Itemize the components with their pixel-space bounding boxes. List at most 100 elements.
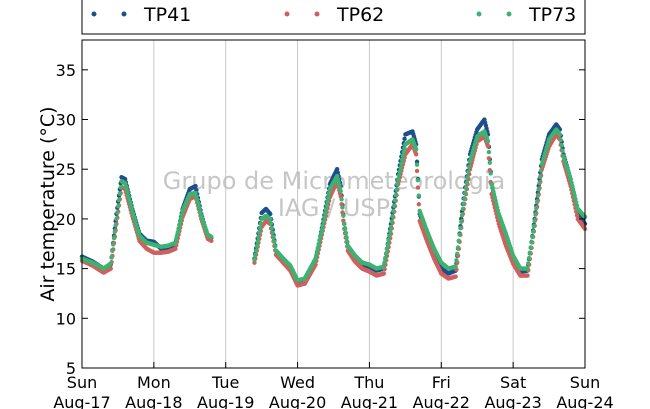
- data-point-TP73: [387, 233, 392, 238]
- data-point-TP73: [494, 205, 500, 210]
- data-point-TP73: [462, 196, 467, 201]
- data-point-TP73: [560, 148, 565, 154]
- data-point-TP73: [111, 235, 117, 241]
- data-point-TP62: [173, 246, 178, 251]
- data-point-TP62: [574, 213, 580, 218]
- x-tick-label-date: Aug-24: [556, 393, 613, 409]
- data-point-TP73: [257, 230, 262, 235]
- data-point-TP73: [458, 225, 463, 231]
- legend-label-TP62: TP62: [336, 4, 384, 26]
- data-point-TP73: [530, 229, 536, 234]
- y-tick-label: 15: [56, 260, 76, 279]
- data-point-TP73: [494, 201, 499, 207]
- data-point-TP73: [254, 243, 260, 249]
- data-point-TP73: [258, 221, 264, 226]
- data-point-TP73: [527, 250, 533, 255]
- data-point-TP73: [460, 206, 466, 212]
- data-point-TP73: [268, 216, 273, 222]
- data-point-TP73: [394, 187, 399, 192]
- data-point-TP73: [463, 190, 468, 196]
- data-point-TP73: [570, 186, 576, 192]
- data-point-TP73: [571, 190, 577, 195]
- data-point-TP73: [322, 211, 328, 216]
- data-point-TP73: [397, 169, 402, 174]
- watermark-line-2: IAG / USP: [278, 194, 390, 222]
- data-point-TP73: [177, 222, 182, 228]
- data-point-TP73: [557, 132, 563, 137]
- data-point-TP73: [272, 239, 277, 244]
- data-point-TP62: [209, 238, 214, 243]
- data-point-TP73: [269, 225, 275, 231]
- data-point-TP73: [112, 229, 118, 234]
- y-tick-label: 30: [56, 111, 76, 130]
- x-tick-label-day: Sun: [570, 373, 600, 392]
- legend-marker-TP41: [91, 11, 97, 17]
- data-point-TP73: [113, 223, 118, 228]
- data-point-TP73: [538, 174, 543, 180]
- data-point-TP73: [326, 195, 331, 200]
- data-point-TP73: [491, 191, 497, 197]
- data-point-TP73: [255, 239, 260, 244]
- data-point-TP73: [531, 223, 537, 229]
- data-point-TP73: [487, 160, 492, 165]
- data-point-TP73: [272, 243, 278, 249]
- data-point-TP73: [323, 207, 329, 212]
- data-point-TP73: [339, 197, 344, 202]
- data-point-TP73: [532, 218, 537, 224]
- data-point-TP73: [534, 199, 540, 205]
- data-point-TP73: [559, 143, 564, 148]
- data-point-TP73: [574, 200, 579, 205]
- data-point-TP73: [317, 238, 322, 243]
- data-point-TP73: [111, 242, 116, 247]
- data-point-TP62: [414, 168, 420, 174]
- data-point-TP73: [454, 258, 459, 263]
- data-point-TP73: [399, 161, 404, 166]
- data-point-TP73: [344, 239, 350, 244]
- data-point-TP73: [315, 245, 321, 250]
- x-tick-label-date: Aug-23: [484, 393, 541, 409]
- data-point-TP73: [341, 213, 346, 218]
- data-point-TP73: [342, 221, 347, 227]
- data-point-TP73: [393, 192, 398, 198]
- data-point-TP73: [256, 234, 261, 240]
- x-tick-label-date: Aug-18: [125, 393, 182, 409]
- data-point-TP73: [325, 199, 330, 204]
- data-point-TP73: [388, 224, 394, 230]
- data-point-TP73: [174, 233, 180, 238]
- data-point-TP73: [401, 149, 406, 155]
- x-tick-label-day: Mon: [137, 373, 171, 392]
- data-point-TP73: [385, 242, 390, 247]
- data-point-TP73: [391, 203, 397, 208]
- data-point-TP73: [413, 147, 419, 152]
- data-point-TP73: [271, 234, 276, 240]
- data-point-TP73: [399, 157, 405, 163]
- data-point-TP73: [415, 177, 421, 183]
- data-point-TP73: [485, 139, 491, 144]
- data-point-TP73: [486, 149, 492, 155]
- y-tick-label: 25: [56, 160, 76, 179]
- data-point-TP73: [489, 181, 494, 187]
- data-point-TP73: [416, 193, 422, 198]
- data-point-TP62: [453, 274, 458, 279]
- x-tick-label-day: Sat: [500, 373, 526, 392]
- data-point-TP73: [535, 193, 541, 198]
- data-point-TP73: [574, 203, 580, 208]
- data-point-TP62: [381, 271, 386, 276]
- data-point-TP73: [495, 208, 501, 213]
- y-axis-title: Air temperature (°C): [37, 106, 59, 301]
- data-point-TP73: [465, 174, 470, 180]
- data-point-TP73: [384, 246, 390, 252]
- y-axis: 5 10 15 20 25 30 35: [56, 61, 585, 378]
- x-tick-label-day: Tue: [211, 373, 239, 392]
- data-point-TP73: [492, 195, 497, 200]
- data-point-TP73: [572, 193, 577, 198]
- data-point-TP73: [457, 232, 462, 237]
- grid-lines: [153, 40, 514, 368]
- data-point-TP73: [398, 165, 403, 170]
- data-point-TP73: [402, 146, 407, 151]
- data-point-TP73: [455, 251, 460, 257]
- data-point-TP73: [114, 216, 119, 222]
- data-point-TP73: [382, 260, 387, 265]
- data-point-TP73: [459, 213, 465, 218]
